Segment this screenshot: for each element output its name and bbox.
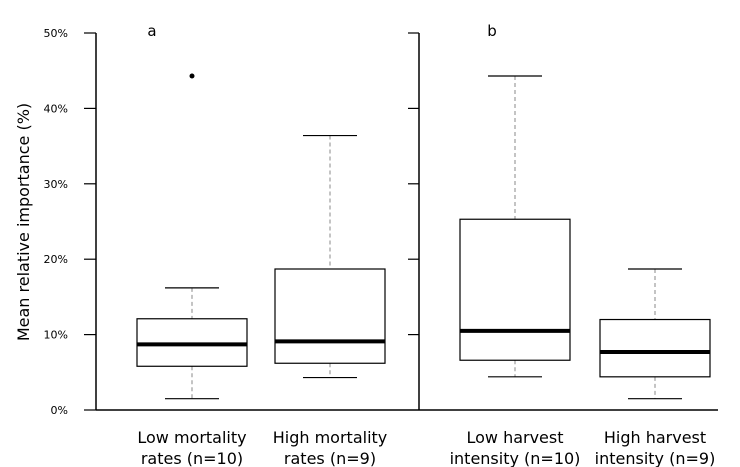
category-label: High harvest bbox=[604, 428, 706, 447]
y-tick-label: 20% bbox=[44, 253, 68, 266]
box-iqr bbox=[459, 218, 571, 361]
y-axis-label: Mean relative importance (%) bbox=[14, 103, 33, 341]
y-tick-label: 30% bbox=[44, 178, 68, 191]
category-label: intensity (n=9) bbox=[595, 449, 716, 467]
category-label: Low mortality bbox=[137, 428, 246, 447]
y-ticks: 0% 10% 20% 30% 40% 50% bbox=[44, 27, 419, 417]
category-label: rates (n=9) bbox=[284, 449, 376, 467]
axes-group bbox=[95, 33, 718, 411]
category-label: Low harvest bbox=[466, 428, 563, 447]
boxes-group bbox=[136, 73, 711, 400]
outlier-point bbox=[189, 73, 195, 79]
y-tick-label: 50% bbox=[44, 27, 68, 40]
panel-label: a bbox=[147, 22, 156, 40]
labels-group: a Low mortality rates (n=10) High mortality… bbox=[137, 22, 715, 467]
y-tick-label: 40% bbox=[44, 102, 68, 115]
category-label: intensity (n=10) bbox=[450, 449, 581, 467]
y-tick-label: 10% bbox=[44, 329, 68, 342]
panel-label: b bbox=[487, 22, 497, 40]
box-iqr bbox=[599, 318, 711, 378]
category-label: rates (n=10) bbox=[141, 449, 243, 467]
box-iqr bbox=[274, 268, 386, 364]
category-label: High mortality bbox=[273, 428, 388, 447]
y-tick-label: 0% bbox=[51, 404, 68, 417]
